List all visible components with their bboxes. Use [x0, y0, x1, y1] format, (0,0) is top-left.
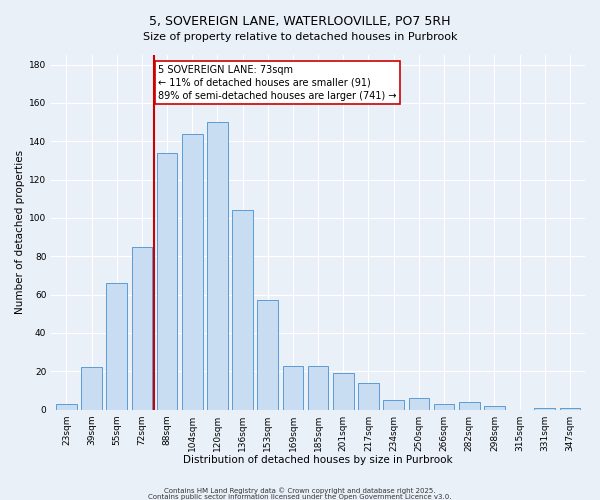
Bar: [157, 153, 178, 409]
Text: Size of property relative to detached houses in Purbrook: Size of property relative to detached ho…: [143, 32, 457, 42]
Bar: [383, 400, 404, 409]
Bar: [409, 398, 429, 409]
X-axis label: Distribution of detached houses by size in Purbrook: Distribution of detached houses by size …: [184, 455, 453, 465]
Bar: [434, 404, 454, 409]
Bar: [535, 408, 555, 410]
Bar: [131, 246, 152, 410]
Bar: [56, 404, 77, 409]
Text: Contains HM Land Registry data © Crown copyright and database right 2025.: Contains HM Land Registry data © Crown c…: [164, 488, 436, 494]
Bar: [358, 383, 379, 409]
Text: 5, SOVEREIGN LANE, WATERLOOVILLE, PO7 5RH: 5, SOVEREIGN LANE, WATERLOOVILLE, PO7 5R…: [149, 15, 451, 28]
Bar: [484, 406, 505, 409]
Text: Contains public sector information licensed under the Open Government Licence v3: Contains public sector information licen…: [148, 494, 452, 500]
Bar: [283, 366, 303, 410]
Bar: [459, 402, 479, 409]
Bar: [81, 368, 102, 410]
Bar: [257, 300, 278, 410]
Bar: [232, 210, 253, 410]
Bar: [560, 408, 580, 410]
Bar: [106, 283, 127, 410]
Bar: [333, 373, 353, 410]
Bar: [182, 134, 203, 409]
Bar: [207, 122, 228, 410]
Text: 5 SOVEREIGN LANE: 73sqm
← 11% of detached houses are smaller (91)
89% of semi-de: 5 SOVEREIGN LANE: 73sqm ← 11% of detache…: [158, 64, 397, 101]
Y-axis label: Number of detached properties: Number of detached properties: [15, 150, 25, 314]
Bar: [308, 366, 328, 410]
